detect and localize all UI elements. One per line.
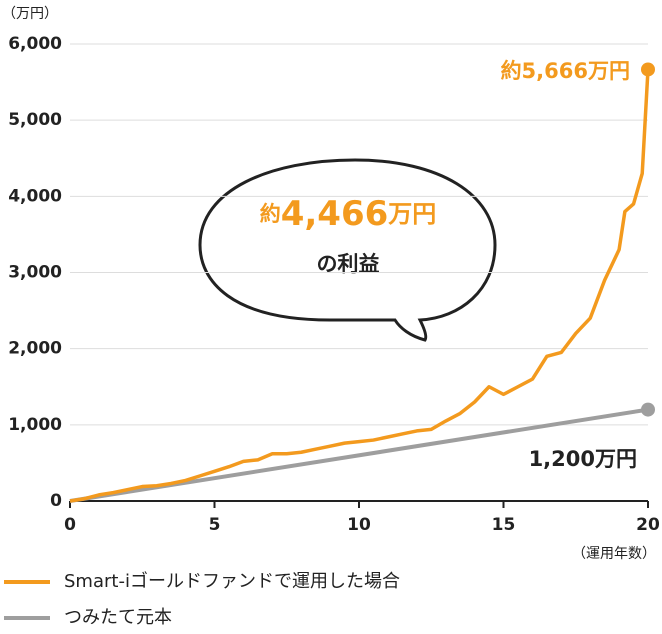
- profit-value: 4,466: [281, 194, 389, 234]
- y-tick-label: 4,000: [8, 186, 62, 206]
- y-tick-label: 1,000: [8, 415, 62, 435]
- x-tick-label: 10: [347, 515, 371, 535]
- speech-bubble: [198, 158, 497, 342]
- x-tick-label: 20: [636, 515, 660, 535]
- end-point: [641, 62, 655, 77]
- x-tick-label: 15: [492, 515, 516, 535]
- y-tick-label: 6,000: [8, 34, 62, 54]
- x-tick-label: 5: [209, 515, 221, 535]
- end-label: 約5,666万円: [501, 59, 630, 83]
- end-point: [641, 402, 655, 417]
- y-tick-label: 3,000: [8, 263, 62, 283]
- end-label: 1,200万円: [529, 447, 637, 471]
- legend-label: つみたて元本: [64, 607, 172, 628]
- y-tick-label: 2,000: [8, 339, 62, 359]
- x-tick-label: 0: [64, 515, 76, 535]
- x-label: （運用年数）: [572, 546, 656, 562]
- legend-label: Smart-iゴールドファンドで運用した場合: [64, 571, 400, 592]
- series-line: [69, 69, 650, 503]
- y-unit: （万円）: [2, 6, 58, 22]
- profit-prefix: 約: [260, 202, 281, 226]
- y-tick-label: 5,000: [8, 110, 62, 130]
- profit-label: 約4,466万円: [260, 194, 437, 234]
- profit-unit: 万円: [388, 200, 436, 228]
- y-tick-label: 0: [50, 491, 62, 511]
